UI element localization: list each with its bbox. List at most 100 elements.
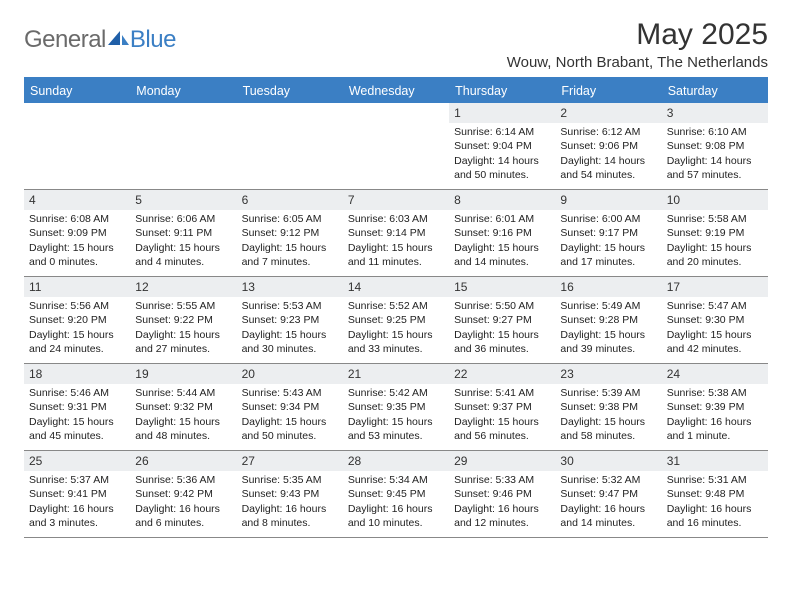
day-number: 3 [662, 103, 768, 123]
daylight-text: Daylight: 14 hours [454, 154, 550, 168]
day-body: Sunrise: 5:52 AMSunset: 9:25 PMDaylight:… [343, 299, 449, 360]
sunset-text: Sunset: 9:14 PM [348, 226, 444, 240]
day-body: Sunrise: 5:31 AMSunset: 9:48 PMDaylight:… [662, 473, 768, 534]
daylight-text: and 42 minutes. [667, 342, 763, 356]
day-number: 8 [449, 190, 555, 210]
sunrise-text: Sunrise: 5:50 AM [454, 299, 550, 313]
daylight-text: Daylight: 15 hours [135, 328, 231, 342]
day-number: 16 [555, 277, 661, 297]
day-cell: 14Sunrise: 5:52 AMSunset: 9:25 PMDayligh… [343, 277, 449, 363]
daylight-text: Daylight: 15 hours [560, 241, 656, 255]
day-cell: 12Sunrise: 5:55 AMSunset: 9:22 PMDayligh… [130, 277, 236, 363]
daylight-text: and 24 minutes. [29, 342, 125, 356]
day-cell [130, 103, 236, 189]
day-body: Sunrise: 6:03 AMSunset: 9:14 PMDaylight:… [343, 212, 449, 273]
sunset-text: Sunset: 9:06 PM [560, 139, 656, 153]
day-cell: 6Sunrise: 6:05 AMSunset: 9:12 PMDaylight… [237, 190, 343, 276]
daylight-text: and 33 minutes. [348, 342, 444, 356]
daylight-text: Daylight: 15 hours [29, 328, 125, 342]
sunset-text: Sunset: 9:45 PM [348, 487, 444, 501]
sunset-text: Sunset: 9:31 PM [29, 400, 125, 414]
day-cell: 8Sunrise: 6:01 AMSunset: 9:16 PMDaylight… [449, 190, 555, 276]
sunrise-text: Sunrise: 5:34 AM [348, 473, 444, 487]
daylight-text: and 6 minutes. [135, 516, 231, 530]
sunset-text: Sunset: 9:23 PM [242, 313, 338, 327]
sunrise-text: Sunrise: 5:44 AM [135, 386, 231, 400]
sunset-text: Sunset: 9:42 PM [135, 487, 231, 501]
daylight-text: Daylight: 15 hours [560, 415, 656, 429]
sunrise-text: Sunrise: 6:14 AM [454, 125, 550, 139]
day-cell: 16Sunrise: 5:49 AMSunset: 9:28 PMDayligh… [555, 277, 661, 363]
day-cell: 15Sunrise: 5:50 AMSunset: 9:27 PMDayligh… [449, 277, 555, 363]
day-number: 5 [130, 190, 236, 210]
sunrise-text: Sunrise: 5:46 AM [29, 386, 125, 400]
weekday-row: SundayMondayTuesdayWednesdayThursdayFrid… [24, 79, 768, 103]
daylight-text: and 11 minutes. [348, 255, 444, 269]
week-row: 11Sunrise: 5:56 AMSunset: 9:20 PMDayligh… [24, 277, 768, 364]
day-body: Sunrise: 5:47 AMSunset: 9:30 PMDaylight:… [662, 299, 768, 360]
day-body: Sunrise: 5:44 AMSunset: 9:32 PMDaylight:… [130, 386, 236, 447]
sunset-text: Sunset: 9:20 PM [29, 313, 125, 327]
day-number: 22 [449, 364, 555, 384]
daylight-text: and 58 minutes. [560, 429, 656, 443]
week-row: 1Sunrise: 6:14 AMSunset: 9:04 PMDaylight… [24, 103, 768, 190]
day-body: Sunrise: 5:32 AMSunset: 9:47 PMDaylight:… [555, 473, 661, 534]
sunset-text: Sunset: 9:04 PM [454, 139, 550, 153]
day-cell: 23Sunrise: 5:39 AMSunset: 9:38 PMDayligh… [555, 364, 661, 450]
logo-sail-icon [106, 29, 130, 47]
sunrise-text: Sunrise: 5:56 AM [29, 299, 125, 313]
day-body: Sunrise: 5:36 AMSunset: 9:42 PMDaylight:… [130, 473, 236, 534]
daylight-text: and 50 minutes. [454, 168, 550, 182]
sunrise-text: Sunrise: 6:08 AM [29, 212, 125, 226]
day-number: 12 [130, 277, 236, 297]
weeks-container: 1Sunrise: 6:14 AMSunset: 9:04 PMDaylight… [24, 103, 768, 538]
weekday-wednesday: Wednesday [343, 79, 449, 103]
title-block: May 2025 Wouw, North Brabant, The Nether… [507, 18, 768, 71]
sunset-text: Sunset: 9:12 PM [242, 226, 338, 240]
daylight-text: and 0 minutes. [29, 255, 125, 269]
day-body: Sunrise: 5:50 AMSunset: 9:27 PMDaylight:… [449, 299, 555, 360]
daylight-text: Daylight: 15 hours [135, 415, 231, 429]
sunset-text: Sunset: 9:41 PM [29, 487, 125, 501]
day-cell: 30Sunrise: 5:32 AMSunset: 9:47 PMDayligh… [555, 451, 661, 537]
day-cell: 18Sunrise: 5:46 AMSunset: 9:31 PMDayligh… [24, 364, 130, 450]
day-number: 21 [343, 364, 449, 384]
day-number: 14 [343, 277, 449, 297]
daylight-text: and 53 minutes. [348, 429, 444, 443]
day-cell: 10Sunrise: 5:58 AMSunset: 9:19 PMDayligh… [662, 190, 768, 276]
sunrise-text: Sunrise: 5:43 AM [242, 386, 338, 400]
logo-text-blue: Blue [130, 26, 176, 54]
daylight-text: and 27 minutes. [135, 342, 231, 356]
day-number: 24 [662, 364, 768, 384]
day-body: Sunrise: 6:05 AMSunset: 9:12 PMDaylight:… [237, 212, 343, 273]
sunset-text: Sunset: 9:09 PM [29, 226, 125, 240]
day-cell: 17Sunrise: 5:47 AMSunset: 9:30 PMDayligh… [662, 277, 768, 363]
day-number: 26 [130, 451, 236, 471]
sunrise-text: Sunrise: 5:36 AM [135, 473, 231, 487]
sunrise-text: Sunrise: 5:32 AM [560, 473, 656, 487]
sunrise-text: Sunrise: 5:37 AM [29, 473, 125, 487]
day-body: Sunrise: 5:33 AMSunset: 9:46 PMDaylight:… [449, 473, 555, 534]
day-cell: 11Sunrise: 5:56 AMSunset: 9:20 PMDayligh… [24, 277, 130, 363]
day-cell: 29Sunrise: 5:33 AMSunset: 9:46 PMDayligh… [449, 451, 555, 537]
day-cell [237, 103, 343, 189]
weekday-friday: Friday [555, 79, 661, 103]
day-body: Sunrise: 5:46 AMSunset: 9:31 PMDaylight:… [24, 386, 130, 447]
day-cell: 19Sunrise: 5:44 AMSunset: 9:32 PMDayligh… [130, 364, 236, 450]
day-body: Sunrise: 5:34 AMSunset: 9:45 PMDaylight:… [343, 473, 449, 534]
sunset-text: Sunset: 9:22 PM [135, 313, 231, 327]
weekday-tuesday: Tuesday [237, 79, 343, 103]
day-body: Sunrise: 6:06 AMSunset: 9:11 PMDaylight:… [130, 212, 236, 273]
day-number: 23 [555, 364, 661, 384]
sunset-text: Sunset: 9:30 PM [667, 313, 763, 327]
sunset-text: Sunset: 9:48 PM [667, 487, 763, 501]
calendar-page: General Blue May 2025 Wouw, North Braban… [0, 0, 792, 538]
day-number: 30 [555, 451, 661, 471]
daylight-text: and 57 minutes. [667, 168, 763, 182]
daylight-text: and 1 minute. [667, 429, 763, 443]
day-cell: 5Sunrise: 6:06 AMSunset: 9:11 PMDaylight… [130, 190, 236, 276]
day-body: Sunrise: 5:35 AMSunset: 9:43 PMDaylight:… [237, 473, 343, 534]
sunrise-text: Sunrise: 5:52 AM [348, 299, 444, 313]
sunset-text: Sunset: 9:11 PM [135, 226, 231, 240]
sunset-text: Sunset: 9:08 PM [667, 139, 763, 153]
